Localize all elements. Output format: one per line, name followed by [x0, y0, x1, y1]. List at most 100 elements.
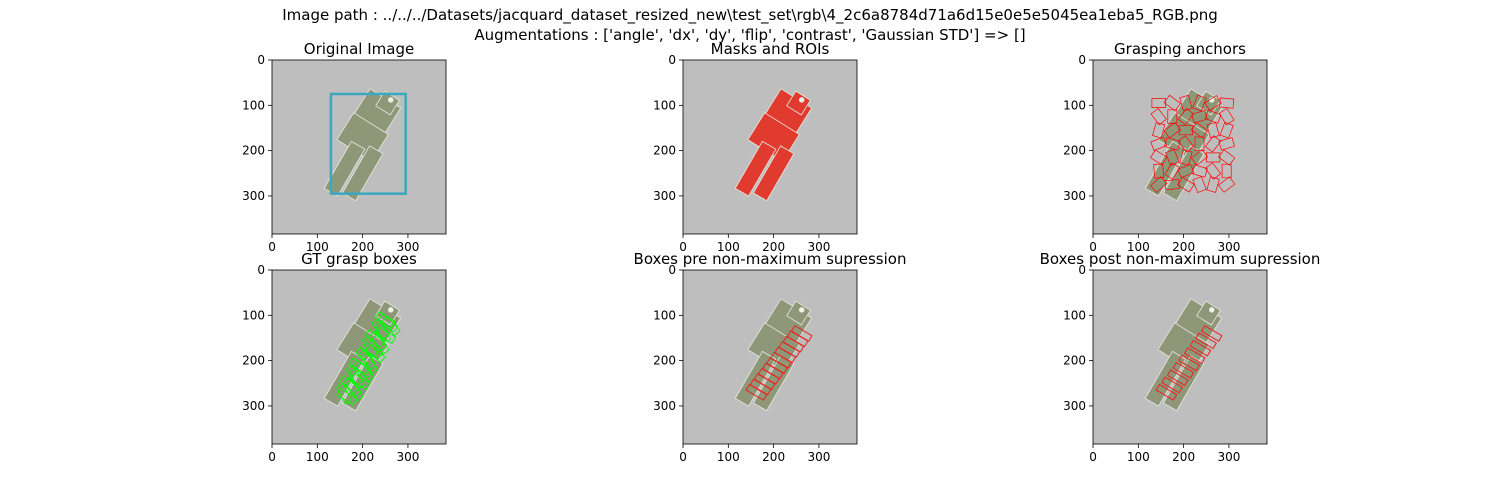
- panel-title: Masks and ROIs: [711, 40, 830, 58]
- predicted-box: [786, 330, 809, 348]
- predicted-box: [762, 362, 784, 380]
- y-tick-label: 200: [242, 354, 265, 368]
- predicted-box: [1161, 376, 1183, 394]
- predicted-box: [757, 367, 780, 385]
- x-tick-label: 100: [1127, 450, 1150, 464]
- roi-box-icon: [329, 92, 407, 195]
- anchor-box: [1164, 137, 1181, 151]
- predicted-box: [745, 383, 768, 401]
- anchor-box: [1179, 149, 1193, 166]
- axes-frame: [682, 59, 858, 235]
- panel-title: Boxes pre non-maximum supression: [634, 250, 907, 268]
- anchor-box: [1204, 135, 1222, 153]
- x-tick-label: 100: [717, 450, 740, 464]
- gt-box: [371, 333, 390, 356]
- predicted-box: [778, 341, 801, 358]
- anchor-box: [1192, 94, 1207, 112]
- x-tick-label: 0: [268, 240, 276, 254]
- object-part: [734, 140, 777, 197]
- anchor-box: [1177, 135, 1195, 153]
- y-tick-label: 100: [1063, 308, 1086, 322]
- x-tick-label: 0: [1089, 450, 1097, 464]
- anchor-box: [1204, 109, 1222, 124]
- object-head: [388, 97, 394, 103]
- predicted-box: [790, 325, 813, 342]
- y-tick-label: 200: [242, 144, 265, 158]
- panel-image: 0 100 200 300 0 100 200 300: [1063, 263, 1268, 464]
- y-tick-label: 0: [257, 263, 265, 277]
- y-tick-label: 200: [1063, 144, 1086, 158]
- anchor-box: [1219, 121, 1234, 139]
- anchor-box: [1190, 149, 1209, 166]
- anchor-box: [1218, 149, 1236, 166]
- anchor-box: [1191, 109, 1208, 124]
- y-tick-label: 300: [653, 399, 676, 413]
- y-tick-label: 100: [653, 308, 676, 322]
- x-tick-label: 200: [351, 240, 374, 254]
- x-tick-label: 100: [306, 240, 329, 254]
- panel-image: 0 100 200 300 0 100 200 300: [242, 263, 447, 464]
- anchor-box: [1218, 176, 1236, 193]
- panel-pre_nms: Boxes pre non-maximum supression 0 100 200 3…: [634, 250, 907, 464]
- x-tick-label: 200: [351, 450, 374, 464]
- y-tick-label: 300: [242, 189, 265, 203]
- predicted-box: [1200, 325, 1223, 342]
- gt-box: [365, 344, 386, 364]
- anchor-box: [1177, 163, 1195, 179]
- panel-title: Boxes post non-maximum supression: [1040, 250, 1321, 268]
- predicted-box: [770, 351, 792, 369]
- y-tick-label: 100: [242, 308, 265, 322]
- anchor-box: [1204, 95, 1222, 111]
- y-tick-label: 300: [1063, 189, 1086, 203]
- axes-frame: [682, 269, 858, 445]
- gt-box: [336, 388, 358, 406]
- anchor-box: [1218, 137, 1235, 151]
- object-head: [799, 97, 805, 103]
- object-part: [341, 145, 384, 202]
- x-tick-label: 300: [1217, 450, 1240, 464]
- panel-title: Original Image: [304, 40, 414, 58]
- predicted-box: [1172, 361, 1195, 379]
- panel-image: 0 100 200 300 0 100 200 300: [653, 263, 858, 464]
- anchor-box: [1206, 122, 1220, 139]
- panel-masks: Masks and ROIs 0 100 200 300 0 100 200 300: [653, 40, 858, 254]
- anchor-box: [1150, 176, 1168, 193]
- gt-box: [345, 380, 364, 402]
- panel-image: 0 100 200 300 0 100 200 300: [242, 53, 447, 254]
- y-tick-label: 0: [257, 53, 265, 67]
- anchor-box: [1152, 122, 1166, 139]
- predicted-box: [749, 378, 772, 396]
- anchor-box: [1163, 122, 1181, 139]
- object-part: [752, 145, 795, 202]
- predicted-box: [1195, 332, 1217, 350]
- x-tick-label: 200: [762, 240, 785, 254]
- object-part: [375, 90, 400, 116]
- y-tick-label: 300: [1063, 399, 1086, 413]
- predicted-box: [1183, 347, 1206, 364]
- y-tick-label: 0: [1078, 263, 1086, 277]
- predicted-box: [782, 335, 805, 353]
- x-tick-label: 300: [396, 240, 419, 254]
- anchor-box: [1221, 163, 1232, 179]
- gt-box: [348, 357, 371, 375]
- panel-anchors: Grasping anchors 0 100 200 300 0 100 200 300: [1063, 40, 1268, 254]
- anchor-box: [1150, 108, 1167, 126]
- anchor-box: [1204, 162, 1222, 180]
- x-tick-label: 0: [679, 450, 687, 464]
- predicted-box: [1189, 339, 1212, 357]
- x-tick-label: 100: [306, 450, 329, 464]
- object-head: [1209, 307, 1215, 313]
- predicted-box: [1166, 369, 1189, 386]
- object-part: [1196, 300, 1221, 326]
- x-tick-label: 100: [717, 240, 740, 254]
- anchor-box: [1150, 149, 1168, 166]
- object-part: [323, 140, 366, 197]
- x-tick-label: 200: [762, 450, 785, 464]
- predicted-box: [753, 373, 776, 391]
- gt-box: [381, 315, 401, 337]
- anchor-box: [1150, 136, 1168, 151]
- y-tick-label: 0: [668, 53, 676, 67]
- axes-frame: [271, 269, 447, 445]
- anchor-box: [1219, 97, 1235, 109]
- anchor-box: [1194, 136, 1205, 151]
